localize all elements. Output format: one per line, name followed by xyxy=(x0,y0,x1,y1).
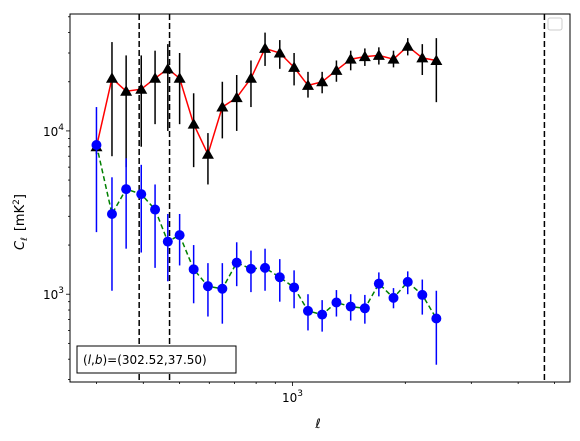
data-point-1-17 xyxy=(331,297,342,308)
legend xyxy=(547,17,563,31)
annotation-text: (l,b)=(302.52,37.50) xyxy=(83,353,207,367)
series-1 xyxy=(91,107,442,365)
y-label-sub: ℓ xyxy=(20,237,30,242)
data-point-1-24 xyxy=(431,313,442,324)
data-point-1-12 xyxy=(260,262,271,273)
data-point-1-18 xyxy=(345,301,356,312)
data-point-1-14 xyxy=(289,282,300,293)
y-label-main: C xyxy=(13,240,28,250)
data-point-0-20 xyxy=(372,49,385,60)
data-point-0-6 xyxy=(173,72,186,83)
x-tick-label-0: 103 xyxy=(282,389,303,405)
data-point-0-13 xyxy=(273,47,286,58)
data-point-0-11 xyxy=(244,72,257,83)
data-point-1-15 xyxy=(302,305,313,316)
data-point-0-22 xyxy=(401,40,414,51)
y-label-unit: [mK xyxy=(13,204,28,231)
y-tick-label-1-base: 10 xyxy=(43,125,58,139)
data-point-0-12 xyxy=(259,42,272,53)
data-point-0-4 xyxy=(149,72,162,83)
y-tick-label-1: 104 xyxy=(43,123,64,139)
y-label-unit-end: ] xyxy=(13,194,28,199)
data-point-0-1 xyxy=(105,72,118,83)
data-point-1-20 xyxy=(373,278,384,289)
data-point-1-8 xyxy=(202,281,213,292)
data-point-0-16 xyxy=(316,75,329,87)
data-point-1-3 xyxy=(136,189,147,200)
series-line-1 xyxy=(95,144,437,319)
y-tick-label-0-exp: 3 xyxy=(58,286,64,296)
y-label-unit-sup: 2 xyxy=(12,199,22,205)
x-tick-label-0-base: 10 xyxy=(282,391,297,405)
data-point-0-24 xyxy=(430,54,443,65)
data-point-1-6 xyxy=(174,230,185,241)
y-tick-label-0-base: 10 xyxy=(43,288,58,302)
data-point-0-8 xyxy=(201,148,214,159)
legend-box xyxy=(547,17,563,31)
data-point-1-23 xyxy=(417,289,428,300)
plot-frame xyxy=(69,13,571,383)
y-tick-label-0: 103 xyxy=(43,286,64,302)
annotation-rest: )=(302.52,37.50) xyxy=(102,353,206,367)
x-tick-label-0-exp: 3 xyxy=(297,389,303,399)
data-point-0-3 xyxy=(135,83,148,94)
data-point-1-22 xyxy=(402,276,413,287)
annotation-open: ( xyxy=(83,353,88,367)
data-point-1-13 xyxy=(274,272,285,283)
data-point-0-21 xyxy=(387,53,400,64)
data-point-0-23 xyxy=(416,51,429,63)
data-point-1-7 xyxy=(188,264,199,275)
data-point-0-17 xyxy=(330,64,343,75)
data-point-0-14 xyxy=(288,61,301,72)
data-point-1-0 xyxy=(91,139,102,150)
y-axis-label-text: Cℓ [mK2] xyxy=(12,194,30,250)
data-point-1-16 xyxy=(317,309,328,320)
data-point-0-19 xyxy=(358,50,371,62)
data-point-1-5 xyxy=(162,236,173,247)
data-point-0-7 xyxy=(187,118,200,129)
data-point-0-2 xyxy=(120,85,133,96)
series-0 xyxy=(90,32,443,185)
x-axis-label: ℓ xyxy=(314,417,320,432)
annotation-box: (l,b)=(302.52,37.50) xyxy=(76,345,237,374)
y-tick-label-1-exp: 4 xyxy=(58,123,64,133)
annotation-b: b xyxy=(95,353,103,367)
data-point-1-4 xyxy=(150,204,161,215)
data-point-1-19 xyxy=(359,303,370,314)
data-point-1-21 xyxy=(388,292,399,303)
annotation-frame xyxy=(76,345,237,374)
plot-area xyxy=(90,14,546,382)
data-point-1-10 xyxy=(231,257,242,268)
data-point-1-2 xyxy=(121,184,132,195)
data-point-0-5 xyxy=(161,62,174,74)
data-point-0-18 xyxy=(344,53,357,64)
annotation-comma: , xyxy=(91,353,95,367)
data-point-1-11 xyxy=(245,263,256,274)
data-point-0-10 xyxy=(230,91,243,103)
data-point-1-9 xyxy=(217,283,228,294)
data-point-0-15 xyxy=(301,79,314,90)
data-point-0-9 xyxy=(216,101,229,112)
data-point-1-1 xyxy=(106,208,117,219)
series-line-0 xyxy=(95,45,437,157)
y-axis-label: Cℓ [mK2] xyxy=(12,194,30,250)
annotation-l: l xyxy=(88,353,92,367)
